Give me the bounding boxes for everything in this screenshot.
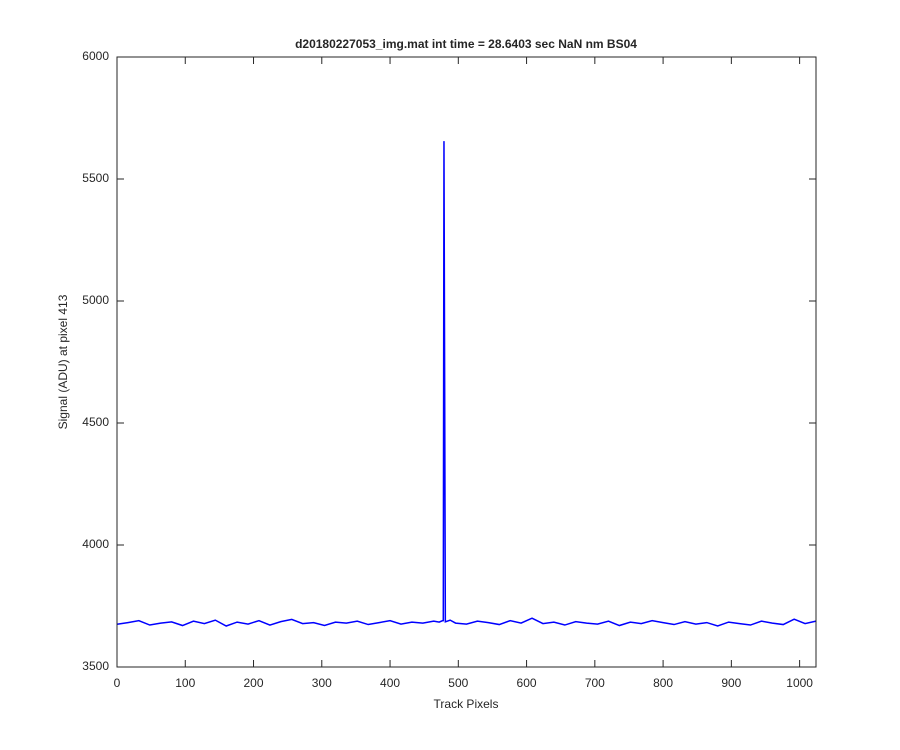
y-tick-label: 6000: [82, 49, 109, 63]
x-tick-label: 0: [114, 676, 121, 690]
x-tick-label: 700: [585, 676, 605, 690]
x-tick-label: 400: [380, 676, 400, 690]
y-tick-label: 3500: [82, 659, 109, 673]
x-tick-label: 100: [175, 676, 195, 690]
y-tick-label: 5000: [82, 293, 109, 307]
data-line: [116, 141, 817, 627]
y-tick-label: 4500: [82, 415, 109, 429]
y-tick-label: 4000: [82, 537, 109, 551]
x-tick-label: 900: [721, 676, 741, 690]
y-tick-label: 5500: [82, 171, 109, 185]
x-tick-label: 800: [653, 676, 673, 690]
axes-box: [116, 56, 817, 668]
x-tick-label: 300: [312, 676, 332, 690]
x-tick-label: 600: [517, 676, 537, 690]
x-tick-label: 1000: [786, 676, 813, 690]
x-tick-label: 200: [244, 676, 264, 690]
plot-area: [117, 57, 816, 667]
x-tick-label: 500: [448, 676, 468, 690]
y-axis-label: Signal (ADU) at pixel 413: [56, 294, 70, 429]
x-axis-label: Track Pixels: [434, 697, 499, 711]
chart-title: d20180227053_img.mat int time = 28.6403 …: [295, 37, 637, 51]
